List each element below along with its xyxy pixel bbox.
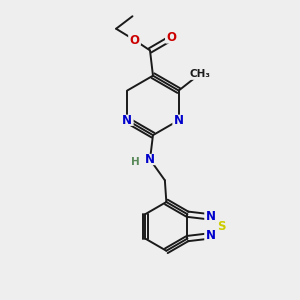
FancyBboxPatch shape [172,115,185,126]
FancyBboxPatch shape [204,230,217,242]
Text: CH₃: CH₃ [189,69,210,79]
FancyBboxPatch shape [215,221,228,232]
FancyBboxPatch shape [121,115,134,126]
FancyBboxPatch shape [144,154,156,165]
Text: S: S [218,220,226,233]
Text: N: N [122,114,132,127]
Text: O: O [130,34,140,46]
Text: H: H [131,157,140,167]
Text: N: N [174,114,184,127]
Text: N: N [206,229,216,242]
FancyBboxPatch shape [128,34,141,46]
FancyBboxPatch shape [187,69,212,80]
Text: N: N [206,210,216,224]
Text: N: N [145,153,155,166]
Text: O: O [167,32,176,44]
FancyBboxPatch shape [165,32,178,44]
FancyBboxPatch shape [204,211,217,223]
